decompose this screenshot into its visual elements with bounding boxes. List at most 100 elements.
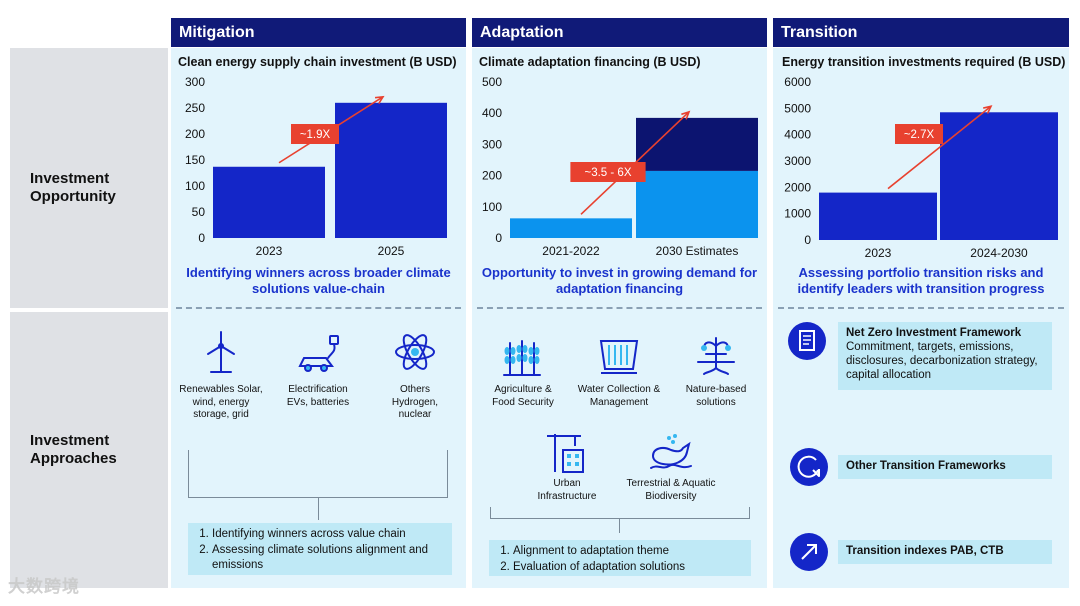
row-label-approaches: Investment Approaches	[30, 432, 117, 467]
bar	[819, 192, 937, 240]
bar	[213, 166, 325, 238]
mitigation-bracket	[188, 450, 448, 498]
mitigation-icon-label-3: Others Hydrogen, nuclear	[391, 384, 439, 420]
tree-roots-icon	[694, 332, 738, 376]
growth-label: ~2.7X	[904, 129, 935, 141]
transition-item-1-text: Commitment, targets, emissions, disclosu…	[846, 341, 1038, 381]
adaptation-header: Adaptation	[472, 18, 767, 47]
adaptation-icon-label-4: Urban Infrastructure	[537, 478, 597, 502]
y-tick-label: 6000	[784, 75, 811, 89]
dam-icon	[597, 335, 641, 379]
chart-title-transition: Energy transition investments required (…	[782, 55, 1066, 69]
y-tick-label: 200	[185, 127, 205, 141]
transition-item-3-title: Transition indexes PAB, CTB	[846, 545, 1004, 557]
growth-label: ~1.9X	[300, 129, 331, 141]
mitigation-icon-label-2: Electrification EVs, batteries	[286, 384, 350, 408]
crane-building-icon	[545, 430, 589, 474]
transition-item-2: Other Transition Frameworks	[838, 455, 1052, 479]
mitigation-header: Mitigation	[171, 18, 466, 47]
y-tick-label: 400	[482, 106, 502, 120]
adaptation-icon-label-3: Nature-based solutions	[685, 384, 747, 408]
y-tick-label: 50	[192, 205, 206, 219]
transition-header: Transition	[773, 18, 1069, 47]
circular-arrow-icon	[797, 455, 820, 478]
growth-arrow-head	[374, 95, 385, 105]
transition-item-1: Net Zero Investment Framework Commitment…	[838, 322, 1052, 390]
transition-bar-chart: 0 1000 2000 3000 4000 5000 6000 2023 2024-2030 ~2…	[784, 75, 1058, 260]
y-tick-label: 100	[482, 200, 502, 214]
x-tick-label: 2021-2022	[542, 244, 600, 258]
adaptation-icon-label-5: Terrestrial & Aquatic Biodiversity	[626, 478, 716, 502]
bar	[940, 112, 1058, 240]
wind-turbine-icon	[199, 330, 243, 374]
adaptation-icon-label-2: Water Collection & Management	[577, 384, 661, 408]
mitigation-bar-chart: 0 50 100 150 200 250 300 2023 2025 ~1.9X	[185, 75, 447, 258]
chart-title-adaptation: Climate adaptation financing (B USD)	[479, 55, 701, 69]
y-tick-label: 0	[495, 231, 502, 245]
y-tick-label: 500	[482, 75, 502, 89]
mitigation-note-2: Assessing climate solutions alignment an…	[212, 543, 444, 574]
growth-label-box	[895, 124, 943, 144]
transition-item-1-title: Net Zero Investment Framework	[846, 327, 1022, 339]
transition-item-2-circle	[790, 448, 828, 486]
y-tick-label: 4000	[784, 128, 811, 142]
y-tick-label: 2000	[784, 180, 811, 194]
y-tick-label: 100	[185, 179, 205, 193]
whale-icon	[649, 430, 693, 474]
transition-item-3: Transition indexes PAB, CTB	[838, 540, 1052, 564]
growth-label-box	[291, 124, 339, 144]
adaptation-note-1: Alignment to adaptation theme	[513, 544, 743, 560]
y-tick-label: 200	[482, 169, 502, 183]
document-icon	[799, 330, 815, 351]
x-tick-label: 2025	[378, 244, 405, 258]
mitigation-subtitle: Identifying winners across broader clima…	[186, 265, 451, 296]
adaptation-notes: Alignment to adaptation theme Evaluation…	[489, 540, 751, 576]
y-tick-label: 5000	[784, 101, 811, 115]
x-tick-label: 2023	[865, 246, 892, 260]
y-tick-label: 1000	[784, 207, 811, 221]
adaptation-icon-label-1: Agriculture & Food Security	[492, 384, 554, 408]
y-tick-label: 0	[198, 231, 205, 245]
growth-label: ~3.5 - 6X	[585, 167, 632, 179]
y-tick-label: 150	[185, 153, 205, 167]
adaptation-divider	[477, 307, 762, 309]
side-panel-opportunity	[10, 48, 168, 308]
growth-arrow-head	[681, 110, 691, 120]
y-tick-label: 250	[185, 101, 205, 115]
watermark: 大数跨境	[8, 577, 80, 596]
transition-divider	[778, 307, 1064, 309]
x-tick-label: 2030 Estimates	[656, 244, 739, 258]
transition-item-2-title: Other Transition Frameworks	[846, 460, 1006, 472]
adaptation-note-2: Evaluation of adaptation solutions	[513, 560, 743, 576]
x-tick-label: 2023	[256, 244, 283, 258]
transition-subtitle: Assessing portfolio transition risks and…	[797, 265, 1045, 296]
x-tick-label: 2024-2030	[970, 246, 1028, 260]
y-tick-label: 300	[482, 137, 502, 151]
atom-icon	[393, 330, 437, 374]
y-tick-label: 300	[185, 75, 205, 89]
mitigation-note-1: Identifying winners across value chain	[212, 527, 444, 543]
growth-arrow-head	[983, 105, 993, 114]
chart-title-mitigation: Clean energy supply chain investment (B …	[178, 55, 457, 69]
bar	[335, 102, 447, 238]
mitigation-icon-label-1: Renewables Solar, wind, energy storage, …	[179, 384, 263, 420]
wheat-icon	[500, 335, 544, 379]
bar-upper	[636, 117, 758, 171]
adaptation-bar-chart: 0 100 200 300 400 500 2021-2022 2030 Estimates ~…	[482, 75, 758, 258]
y-tick-label: 3000	[784, 154, 811, 168]
mitigation-bracket-stem	[318, 498, 319, 520]
row-label-opportunity: Investment Opportunity	[30, 170, 116, 205]
side-panel-approaches	[10, 312, 168, 588]
transition-item-3-circle	[790, 533, 828, 571]
bar-base	[636, 170, 758, 238]
arrow-up-right-icon	[801, 544, 817, 560]
mitigation-divider	[176, 307, 461, 309]
adaptation-bracket-stem	[619, 519, 620, 533]
growth-label-box	[570, 162, 646, 182]
bar-base	[510, 218, 632, 238]
y-tick-label: 0	[804, 233, 811, 247]
transition-item-1-circle	[788, 322, 826, 360]
adaptation-bracket	[490, 507, 750, 519]
adaptation-subtitle: Opportunity to invest in growing demand …	[481, 265, 758, 296]
mitigation-notes: Identifying winners across value chain A…	[188, 523, 452, 575]
